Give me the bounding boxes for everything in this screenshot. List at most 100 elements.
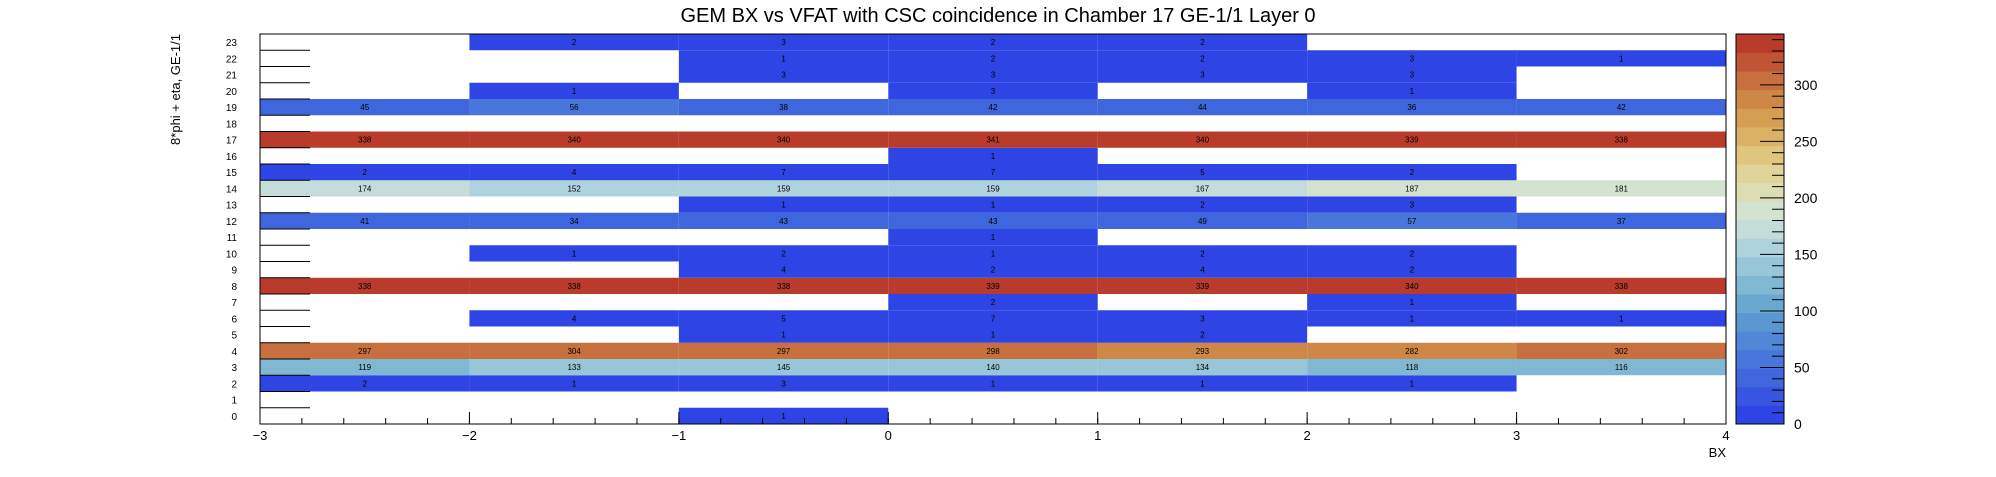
heatmap-cell: [1516, 359, 1726, 376]
heatmap-cell: [1097, 99, 1308, 116]
heatmap-cell: [469, 359, 679, 376]
colorbar-tick-label: 100: [1794, 303, 1818, 319]
cell-value-label: 3: [991, 87, 996, 96]
cell-value-label: 119: [358, 363, 371, 372]
cell-value-label: 118: [1405, 363, 1418, 372]
cell-value-label: 1: [991, 201, 996, 210]
cell-value-label: 338: [777, 282, 791, 291]
y-tick-label: 19: [226, 103, 238, 114]
x-tick-label: −2: [462, 428, 477, 443]
heatmap-cell: [888, 294, 1098, 311]
heatmap-cell: [1307, 342, 1517, 359]
heatmap-cell: [1307, 180, 1517, 197]
cell-value-label: 2: [1410, 168, 1415, 177]
heatmap-cell: [888, 310, 1098, 327]
heatmap-cell: [888, 180, 1098, 197]
colorbar-tick-label: 150: [1794, 246, 1818, 262]
cell-value-label: 43: [989, 217, 998, 226]
cell-value-label: 4: [1200, 266, 1205, 275]
cell-value-label: 1: [572, 249, 577, 258]
heatmap-cell: [678, 99, 889, 116]
heatmap-cell: [469, 342, 679, 359]
cell-value-label: 282: [1405, 347, 1419, 356]
y-tick-label: 18: [226, 119, 238, 130]
cell-value-label: 38: [779, 103, 788, 112]
chart-title: GEM BX vs VFAT with CSC coincidence in C…: [680, 5, 1315, 27]
cell-value-label: 133: [567, 363, 581, 372]
cell-value-label: 41: [360, 217, 369, 226]
cell-value-label: 338: [567, 282, 581, 291]
cell-value-label: 2: [991, 298, 996, 307]
cell-value-label: 1: [781, 201, 786, 210]
heatmap-cell: [1307, 196, 1517, 213]
heatmap-cell: [260, 375, 470, 392]
cell-value-label: 3: [781, 38, 786, 47]
heatmap-cell: [888, 82, 1098, 99]
colorbar-band: [1736, 256, 1784, 276]
colorbar-band: [1736, 312, 1784, 332]
heatmap-cell: [888, 196, 1098, 213]
heatmap-cell: [888, 326, 1098, 343]
x-axis-label: BX: [1709, 445, 1727, 460]
heatmap-cell: [1516, 131, 1726, 148]
heatmap-cell: [678, 164, 889, 181]
heatmap-cell: [888, 245, 1098, 262]
colorbar-band: [1736, 71, 1784, 91]
y-tick-label: 8: [231, 282, 237, 293]
heatmap-cell: [260, 359, 470, 376]
y-tick-label: 9: [231, 266, 237, 277]
heatmap-cell: [260, 164, 470, 181]
heatmap-cell: [1307, 245, 1517, 262]
cell-value-label: 3: [781, 71, 786, 80]
x-tick-label: −1: [671, 428, 686, 443]
heatmap-cell: [469, 82, 679, 99]
cell-value-label: 7: [781, 168, 786, 177]
plot-axes: −3 −2 −1 0 1 2 3 401234567891011121314151617181…: [226, 33, 1730, 443]
x-tick-label: 4: [1722, 428, 1729, 443]
cell-value-label: 2: [572, 38, 577, 47]
cell-value-label: 302: [1615, 347, 1629, 356]
y-tick-label: 6: [231, 314, 237, 325]
cell-value-label: 1: [781, 412, 786, 421]
heatmap-cell: [1097, 310, 1308, 327]
heatmap-cells: [260, 34, 1726, 424]
heatmap-cell: [469, 180, 679, 197]
heatmap-cell: [678, 245, 889, 262]
cell-value-label: 339: [1196, 282, 1210, 291]
cell-value-label: 1: [1410, 87, 1415, 96]
heatmap-cell: [678, 180, 889, 197]
cell-value-label: 1: [1619, 314, 1624, 323]
cell-value-label: 304: [567, 347, 581, 356]
heatmap-cell: [1307, 310, 1517, 327]
cell-value-label: 37: [1617, 217, 1626, 226]
colorbar-band: [1736, 275, 1784, 295]
heatmap-cell: [678, 261, 889, 278]
heatmap-cell: [260, 131, 470, 148]
heatmap-cell: [888, 212, 1098, 229]
cell-value-label: 159: [986, 184, 1000, 193]
cell-value-label: 2: [1200, 54, 1205, 63]
heatmap-cell: [888, 164, 1098, 181]
cell-value-label: 49: [1198, 217, 1207, 226]
cell-value-label: 140: [986, 363, 1000, 372]
cell-value-label: 1: [1410, 298, 1415, 307]
cell-value-label: 57: [1407, 217, 1416, 226]
y-tick-label: 11: [227, 233, 238, 244]
heatmap-cell: [1097, 66, 1308, 83]
heatmap-cell: [1307, 66, 1517, 83]
heatmap-cell: [888, 66, 1098, 83]
cell-value-label: 1: [572, 379, 577, 388]
heatmap-cell: [1097, 326, 1308, 343]
heatmap-cell: [1307, 131, 1517, 148]
cell-value-label: 152: [567, 184, 581, 193]
cell-value-label: 4: [572, 314, 577, 323]
heatmap-cell: [469, 375, 679, 392]
cell-value-label: 5: [1200, 168, 1205, 177]
y-axis-label: 8*phi + eta, GE-1/1: [168, 34, 183, 145]
heatmap-cell: [678, 375, 889, 392]
heatmap-cell: [1097, 261, 1308, 278]
y-tick-label: 20: [226, 87, 238, 98]
colorbar-band: [1736, 145, 1784, 165]
cell-value-label: 1: [991, 331, 996, 340]
